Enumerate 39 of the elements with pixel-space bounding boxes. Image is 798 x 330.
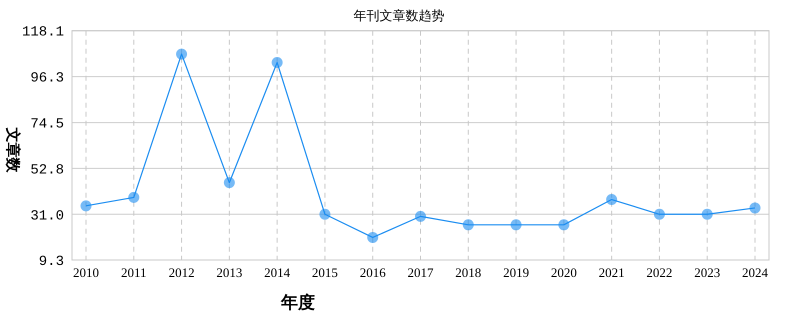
point [415, 210, 426, 222]
point [176, 48, 188, 60]
point [80, 200, 92, 212]
x-tick-label: 2024 [742, 265, 768, 280]
point [272, 57, 283, 68]
y-tick-label: 118.1 [22, 24, 64, 41]
y-tick-label: 96.3 [30, 70, 64, 87]
point [319, 208, 330, 220]
x-tick-label: 2013 [216, 265, 242, 280]
x-tick-label: 2020 [550, 265, 577, 280]
x-tick-label: 2015 [312, 265, 338, 280]
point [510, 219, 522, 230]
x-tick-label: 2019 [503, 265, 530, 280]
x-tick-label: 2021 [598, 265, 625, 280]
point [654, 208, 665, 220]
chart-title: 年刊文章数趋势 [354, 8, 444, 23]
x-tick-label: 2010 [73, 265, 99, 280]
point [224, 177, 235, 188]
x-tick-label: 2014 [264, 265, 291, 280]
x-tick-label: 2012 [168, 265, 195, 280]
y-tick-label: 31.0 [30, 208, 64, 224]
x-tick-label: 2011 [121, 265, 147, 280]
x-tick-label: 2016 [360, 265, 386, 280]
point [128, 192, 140, 203]
y-tick-label: 52.8 [30, 162, 64, 178]
y-axis-title: 文章数 [4, 126, 22, 174]
x-tick-label: 2023 [694, 265, 720, 280]
x-axis-title: 年度 [280, 293, 315, 312]
point [750, 202, 760, 214]
y-tick-label: 9.3 [38, 254, 64, 270]
point [702, 208, 713, 220]
point [558, 219, 570, 230]
x-tick-label: 2022 [646, 265, 672, 280]
x-tick-label: 2018 [455, 265, 482, 280]
x-tick-label: 2017 [408, 265, 434, 280]
point [462, 219, 474, 230]
point [606, 194, 618, 206]
y-tick-label: 74.5 [30, 116, 64, 133]
point [367, 232, 378, 243]
